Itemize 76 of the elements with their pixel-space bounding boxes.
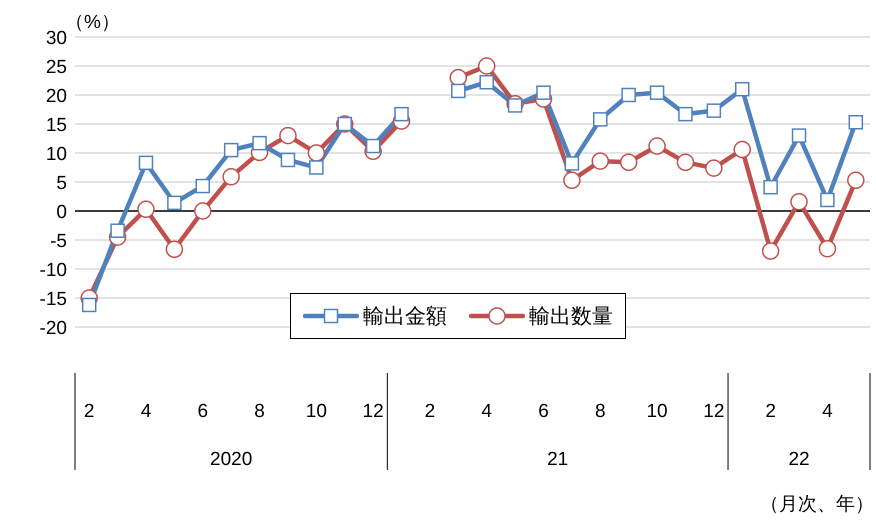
x-tick-label: 10 [646, 401, 668, 422]
point [279, 126, 297, 144]
point [309, 160, 324, 175]
point [621, 88, 636, 102]
point [166, 240, 184, 258]
x-tick-label: 12 [362, 401, 384, 422]
x-tick-label: 2 [765, 401, 776, 422]
point [762, 242, 780, 260]
point [137, 200, 155, 218]
point [763, 180, 778, 194]
point [478, 57, 496, 75]
y-tick-label: 0 [56, 202, 67, 223]
point [648, 137, 666, 155]
point [252, 136, 267, 150]
point [508, 98, 522, 113]
x-tick-label: 12 [703, 401, 724, 422]
point [479, 74, 494, 90]
point [564, 156, 580, 171]
legend-label: 輸出金額 [363, 304, 447, 330]
x-tick-label: 10 [306, 401, 327, 422]
y-tick-label: 30 [46, 28, 67, 49]
y-tick-label: 5 [56, 173, 67, 194]
point [196, 178, 210, 194]
y-axis-title: （%） [65, 12, 120, 33]
point [167, 196, 182, 210]
x-tick-label: 4 [822, 401, 834, 422]
point [705, 159, 723, 177]
point [733, 140, 751, 158]
x-tick-label: 6 [197, 401, 208, 422]
x-tick-label: 8 [254, 401, 265, 422]
y-tick-label: -20 [40, 318, 67, 339]
point [620, 154, 638, 172]
point [194, 202, 212, 220]
point [706, 103, 722, 118]
x-tick-label: 2 [84, 401, 94, 422]
point [536, 85, 551, 100]
point [818, 240, 836, 258]
point [110, 223, 125, 238]
point [592, 152, 610, 170]
y-tick-label: 25 [46, 57, 67, 78]
text: 2020 [210, 449, 252, 470]
y-tick-label: 10 [46, 144, 67, 165]
point [308, 144, 326, 162]
y-tick-label: 15 [46, 115, 67, 136]
legend-label: 輸出数量 [529, 304, 613, 330]
point [280, 152, 296, 168]
point [790, 192, 808, 210]
x-tick-label: 6 [538, 401, 549, 422]
point [678, 106, 693, 122]
point [82, 298, 96, 312]
point [820, 192, 835, 208]
text: 21 [547, 449, 568, 470]
x-tick-label: 4 [481, 401, 492, 422]
x-tick-label: 2 [424, 401, 436, 422]
y-tick-label: -15 [40, 289, 67, 310]
point [222, 168, 240, 186]
point [451, 84, 466, 98]
y-tick-label: -5 [50, 231, 67, 252]
y-tick-label: 20 [46, 86, 67, 107]
point [394, 106, 409, 122]
x-tick-label: 4 [140, 401, 152, 422]
point [563, 172, 581, 190]
point [138, 156, 154, 170]
y-tick-label: -10 [40, 260, 67, 281]
point [847, 172, 865, 190]
point [650, 85, 664, 100]
x-tick-label: 8 [594, 401, 606, 422]
text: （月次、年） [760, 494, 874, 515]
text: 22 [788, 449, 810, 470]
point [792, 128, 806, 143]
point [848, 115, 864, 130]
point [676, 154, 694, 172]
point [593, 112, 608, 127]
point [734, 82, 750, 96]
point [366, 138, 380, 154]
point [224, 142, 238, 158]
